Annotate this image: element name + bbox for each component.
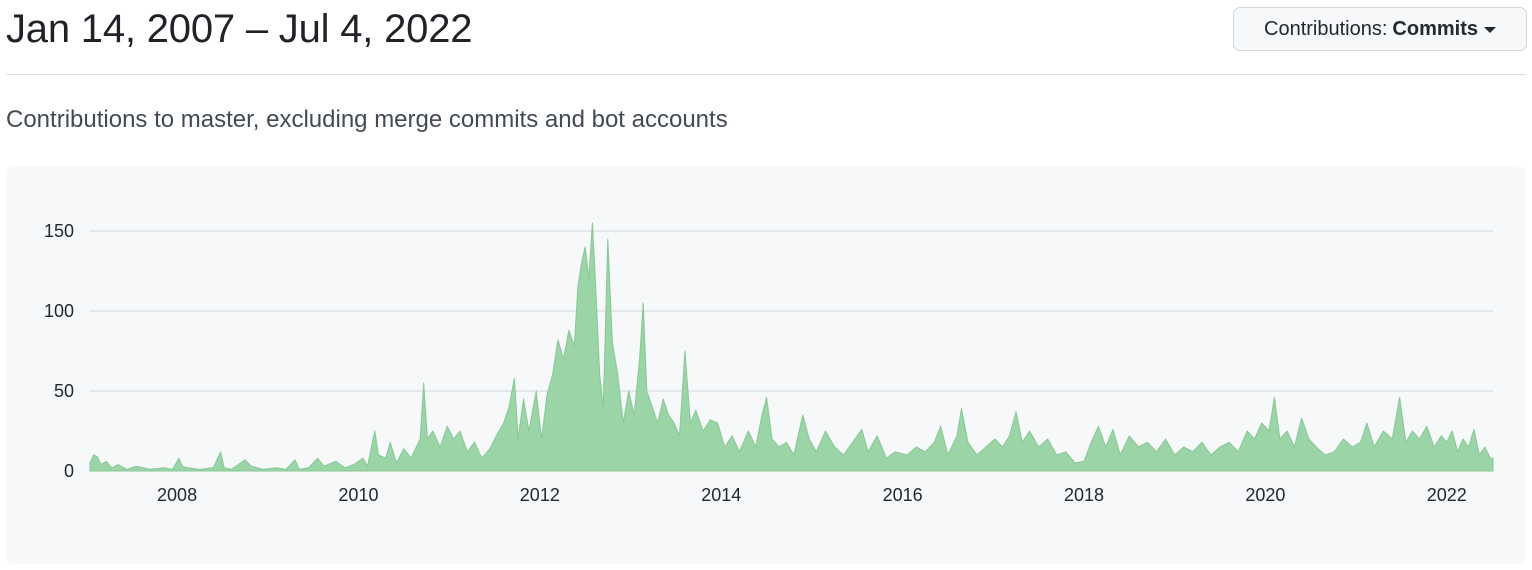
page-header: Jan 14, 2007 – Jul 4, 2022 Contributions… xyxy=(6,0,1527,75)
y-tick-label: 100 xyxy=(44,301,74,321)
x-tick-label: 2016 xyxy=(883,485,923,505)
y-tick-label: 50 xyxy=(54,381,74,401)
contributions-type-dropdown[interactable]: Contributions: Commits xyxy=(1233,7,1527,51)
contributions-dropdown-value: Commits xyxy=(1392,17,1478,40)
contributions-dropdown-prefix: Contributions: xyxy=(1264,17,1388,40)
x-tick-label: 2010 xyxy=(338,485,378,505)
chart-subtitle: Contributions to master, excluding merge… xyxy=(6,106,728,133)
x-tick-label: 2022 xyxy=(1427,485,1467,505)
date-range-title: Jan 14, 2007 – Jul 4, 2022 xyxy=(6,7,473,51)
contributions-chart-panel: 0 50 100 150 2008 2010 2012 2014 2016 2018 2020 20… xyxy=(6,166,1526,564)
y-tick-label: 0 xyxy=(64,461,74,481)
x-axis: 2008 2010 2012 2014 2016 2018 2020 2022 xyxy=(157,485,1467,505)
chart-area-layer xyxy=(89,222,1494,472)
x-tick-label: 2014 xyxy=(701,485,741,505)
x-tick-label: 2018 xyxy=(1064,485,1104,505)
x-tick-label: 2008 xyxy=(157,485,197,505)
triangle-down-icon xyxy=(1483,27,1496,33)
y-axis: 0 50 100 150 xyxy=(44,221,74,481)
x-tick-label: 2012 xyxy=(520,485,560,505)
commits-area-series xyxy=(89,222,1494,472)
x-tick-label: 2020 xyxy=(1245,485,1285,505)
y-tick-label: 150 xyxy=(44,221,74,241)
chart-grid xyxy=(90,230,1493,472)
